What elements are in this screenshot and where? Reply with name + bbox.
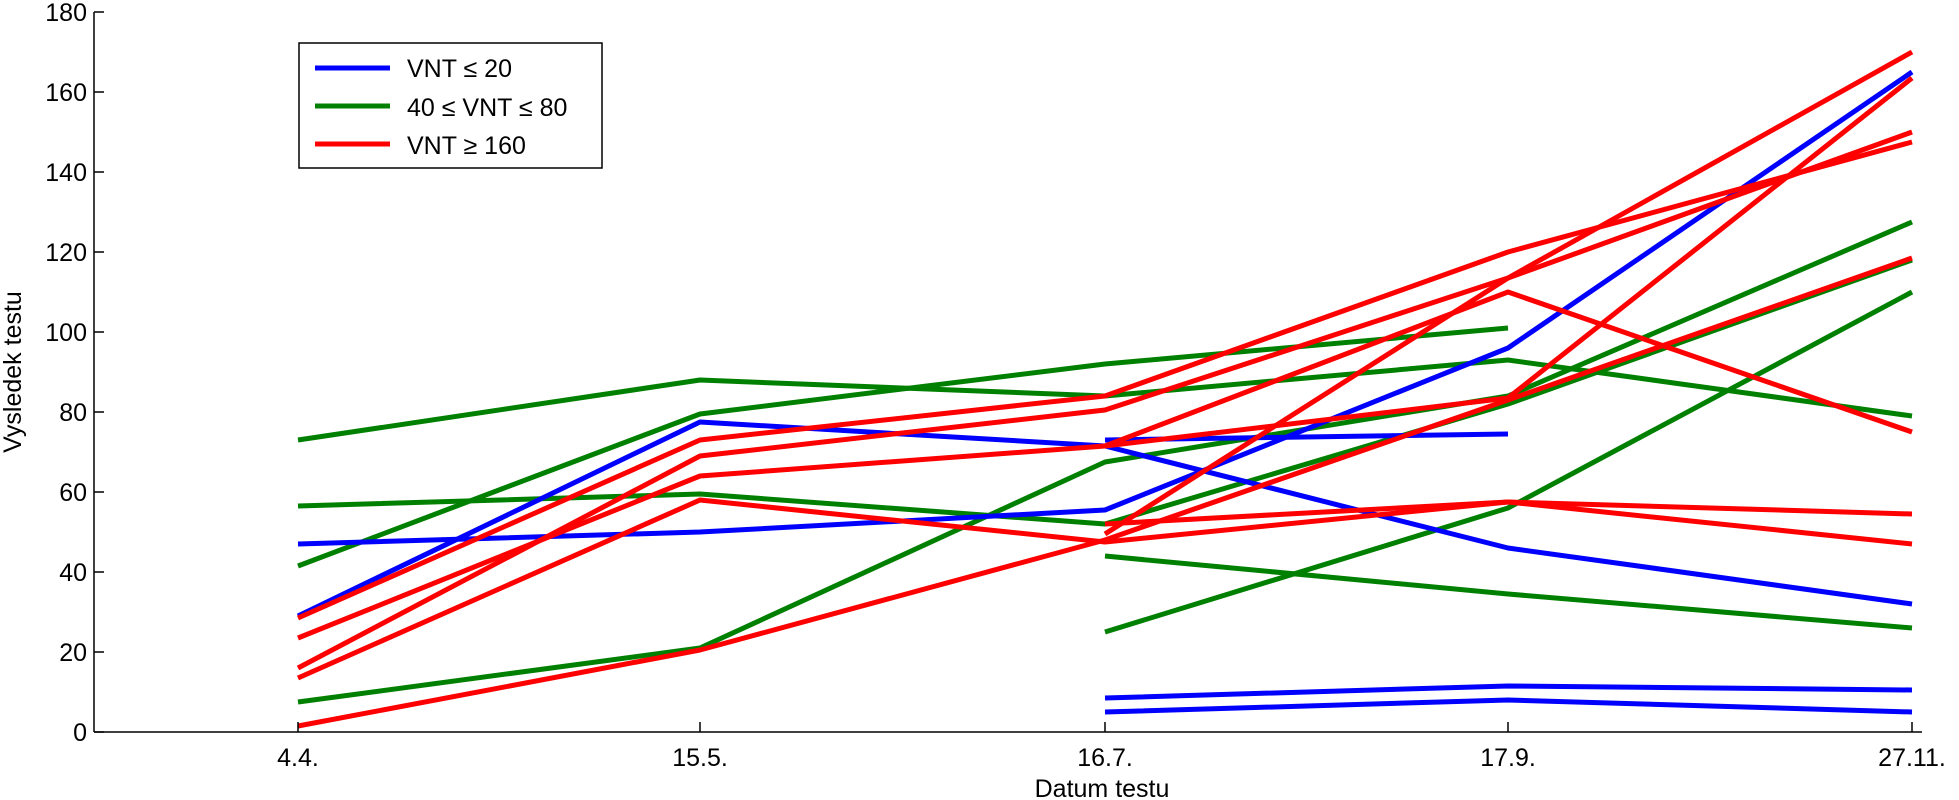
legend: VNT ≤ 20 40 ≤ VNT ≤ 80 VNT ≥ 160 xyxy=(298,42,603,169)
x-tick-label: 15.5. xyxy=(672,744,728,772)
series-line-red xyxy=(1104,499,1913,547)
x-tick-label: 27.11. xyxy=(1878,744,1946,772)
series-line-green xyxy=(1104,289,1914,635)
series-line-red xyxy=(296,497,1913,681)
y-tick-label: 140 xyxy=(45,159,87,187)
y-tick-label: 180 xyxy=(45,0,87,27)
series-layer xyxy=(296,49,1914,729)
series-line-green xyxy=(297,357,1913,443)
y-tick-label: 120 xyxy=(45,239,87,267)
series-line-blue xyxy=(1104,697,1913,715)
series-line-green xyxy=(297,257,1913,527)
x-tick-label: 4.4. xyxy=(277,744,319,772)
y-ticks: 0 20 40 60 80 100 120 140 160 180 xyxy=(45,0,104,747)
x-tick-label: 16.7. xyxy=(1077,744,1133,772)
series-line-red xyxy=(1104,76,1914,449)
legend-label-blue: VNT ≤ 20 xyxy=(407,55,512,83)
y-axis-title: Vysledek testu xyxy=(0,291,27,453)
y-tick-label: 100 xyxy=(45,319,87,347)
y-tick-label: 160 xyxy=(45,79,87,107)
series-line-red xyxy=(296,129,1913,671)
series-line-green xyxy=(1104,553,1913,631)
x-axis-title: Datum testu xyxy=(1035,775,1170,800)
series-line-red xyxy=(296,139,1913,621)
series-line-blue xyxy=(297,69,1914,547)
series-line-red xyxy=(1103,49,1914,537)
x-ticks: 4.4. 15.5. 16.7. 17.9. 27.11. xyxy=(277,722,1946,772)
series-line-red xyxy=(297,255,1913,729)
axes xyxy=(93,12,1922,733)
y-tick-label: 40 xyxy=(59,559,87,587)
x-tick-label: 17.9. xyxy=(1480,744,1536,772)
y-tick-label: 80 xyxy=(59,399,87,427)
y-tick-label: 20 xyxy=(59,639,87,667)
series-line-blue xyxy=(1104,683,1913,701)
y-tick-label: 0 xyxy=(73,719,87,747)
legend-label-red: VNT ≥ 160 xyxy=(407,132,526,160)
y-tick-label: 60 xyxy=(59,479,87,507)
legend-label-green: 40 ≤ VNT ≤ 80 xyxy=(407,94,567,122)
